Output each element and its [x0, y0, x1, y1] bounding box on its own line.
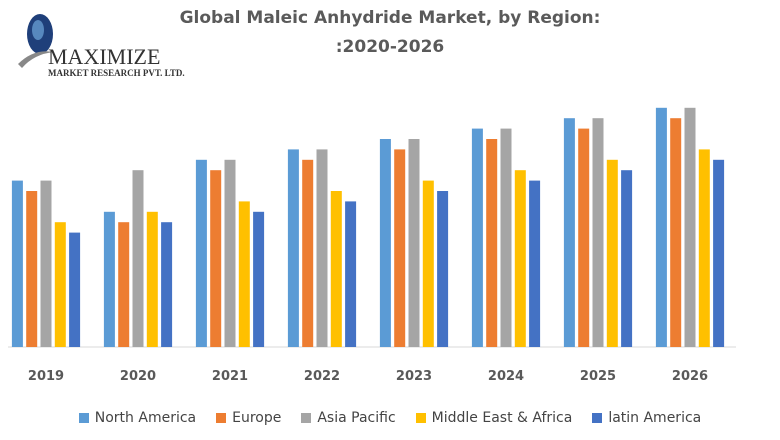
bar-2022-0	[287, 149, 299, 347]
x-tick-label: 2026	[672, 369, 708, 384]
bar-2026-1	[670, 118, 682, 347]
bar-2022-1	[302, 159, 314, 347]
bar-2020-4	[161, 222, 173, 347]
legend-label: latin America	[608, 410, 702, 426]
bar-2026-3	[698, 149, 710, 347]
bar-2022-4	[345, 201, 357, 347]
bar-2026-2	[684, 107, 696, 347]
bar-2020-2	[132, 170, 144, 347]
legend-label: Middle East & Africa	[431, 410, 573, 426]
bar-2019-1	[26, 191, 38, 347]
bar-2024-2	[500, 128, 512, 347]
bar-2025-3	[606, 159, 618, 347]
bar-2023-2	[408, 139, 420, 347]
bar-2019-0	[11, 180, 23, 347]
chart-title: Global Maleic Anhydride Market, by Regio…	[170, 4, 610, 62]
legend-item: Europe	[216, 410, 281, 426]
legend-swatch	[592, 413, 603, 423]
bar-2021-3	[238, 201, 250, 347]
x-tick-label: 2019	[28, 369, 64, 384]
bar-2021-0	[195, 159, 207, 347]
legend-label: North America	[94, 410, 197, 426]
legend-label: Europe	[232, 410, 282, 426]
legend-item: latin America	[592, 410, 701, 426]
legend: North America Europe Asia Pacific Middle Ea…	[0, 410, 780, 426]
legend-item: Asia Pacific	[301, 410, 396, 426]
bar-2023-0	[379, 139, 391, 347]
logo: MAXIMIZE MARKET RESEARCH PVT. LTD.	[14, 8, 194, 80]
legend-item: Middle East & Africa	[415, 410, 573, 426]
bar-2019-2	[40, 180, 52, 347]
bar-2025-2	[592, 118, 604, 347]
svg-text:MAXIMIZE: MAXIMIZE	[48, 44, 160, 69]
x-tick-label: 2021	[212, 369, 248, 384]
bar-2022-3	[330, 191, 342, 347]
bar-2023-4	[437, 191, 449, 347]
title: Global Maleic Anhydride Market, by Regio…	[179, 8, 601, 28]
bar-2025-1	[578, 128, 590, 347]
bar-2024-0	[471, 128, 483, 347]
bar-2020-3	[146, 211, 158, 347]
legend-swatch	[78, 413, 89, 423]
legend-swatch	[415, 413, 426, 423]
bar-2025-0	[563, 118, 575, 347]
x-tick-label: 2022	[304, 369, 340, 384]
legend-label: Asia Pacific	[317, 410, 396, 426]
x-tick-label: 2023	[396, 369, 432, 384]
subtitle: :2020-2026	[335, 37, 445, 57]
bar-2019-4	[69, 232, 81, 347]
bar-2026-4	[713, 159, 725, 347]
x-tick-label: 2020	[120, 369, 156, 384]
legend-swatch	[216, 413, 227, 423]
bar-2020-0	[103, 211, 115, 347]
bar-2020-1	[118, 222, 130, 347]
legend-item: North America	[78, 410, 197, 426]
bar-2021-1	[210, 170, 222, 347]
bar-2019-3	[54, 222, 66, 347]
x-tick-label: 2025	[580, 369, 616, 384]
bar-2024-3	[514, 170, 526, 347]
bar-2026-0	[655, 107, 667, 347]
bar-2022-2	[316, 149, 328, 347]
bar-2024-4	[529, 180, 541, 347]
svg-text:MARKET RESEARCH PVT. LTD.: MARKET RESEARCH PVT. LTD.	[48, 68, 185, 78]
legend-swatch	[301, 413, 312, 423]
bar-2023-3	[422, 180, 434, 347]
bar-2021-4	[253, 211, 265, 347]
x-tick-label: 2024	[488, 369, 524, 384]
bar-2023-1	[394, 149, 406, 347]
bar-2021-2	[224, 159, 236, 347]
bar-2024-1	[486, 139, 498, 347]
bar-2025-4	[621, 170, 633, 347]
bar-chart: 2019 2020 2021 2022 2023 2024 2025 2026	[8, 107, 736, 384]
